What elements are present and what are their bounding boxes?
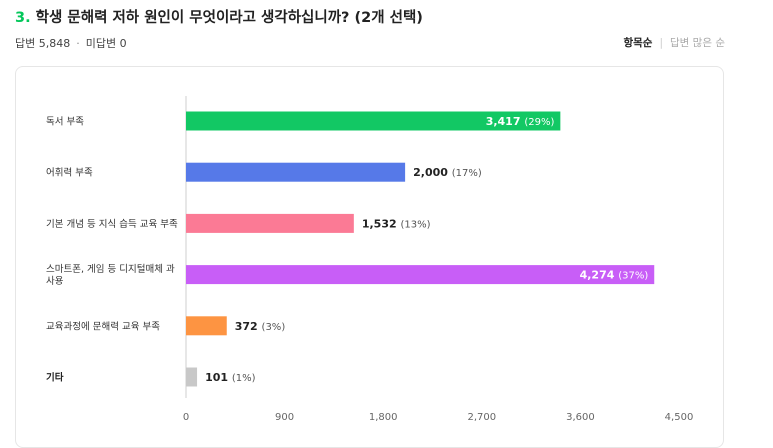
question-number: 3.	[15, 10, 31, 26]
bar-6	[186, 367, 198, 387]
question-title: 3. 학생 문해력 저하 원인이 무엇이라고 생각하십니까? (2개 선택)	[15, 6, 423, 27]
answered-count: 답변 5,848	[15, 37, 71, 50]
value-label-2: 2,000 (17%)	[413, 166, 482, 179]
bar-2	[186, 162, 406, 182]
value-label-4: 4,274 (37%)	[580, 269, 649, 282]
value-label-3: 1,532 (13%)	[362, 217, 431, 230]
sort-separator: |	[659, 37, 664, 49]
value-label-6: 101 (1%)	[205, 371, 256, 384]
x-tick-label-5: 3,600	[566, 412, 595, 423]
response-summary: 답변 5,848 · 미답변 0	[15, 35, 127, 51]
separator-dot: ·	[76, 37, 80, 50]
x-tick-label-2: 900	[275, 412, 294, 423]
category-label-4: 스마트폰, 게임 등 디지털매체 과 사용	[46, 263, 175, 287]
unanswered-count: 미답변 0	[85, 37, 127, 50]
category-label-5: 교육과정에 문해력 교육 부족	[46, 320, 160, 332]
x-tick-label-6: 4,500	[665, 412, 694, 423]
question-text: 학생 문해력 저하 원인이 무엇이라고 생각하십니까? (2개 선택)	[35, 10, 423, 26]
sort-by-item-button[interactable]: 항목순	[623, 37, 653, 49]
bar-4	[186, 265, 655, 285]
category-label-2: 어휘력 부족	[46, 167, 93, 179]
category-label-6: 기타	[46, 372, 64, 384]
bar-chart: 독서 부족 3,417 (29%) 어휘력 부족 2,000 (17%) 기본 개념 등…	[46, 96, 694, 423]
x-tick-label-4: 2,700	[467, 412, 496, 423]
category-label-1: 독서 부족	[46, 117, 84, 128]
bar-1	[186, 111, 561, 131]
x-tick-label-3: 1,800	[369, 412, 398, 423]
value-label-1: 3,417 (29%)	[486, 115, 555, 128]
bar-5	[186, 316, 227, 336]
sort-options: 항목순 | 답변 많은 순	[623, 35, 725, 50]
category-label-3: 기본 개념 등 지식 습득 교육 부족	[46, 219, 178, 230]
sort-by-count-button[interactable]: 답변 많은 순	[670, 37, 725, 49]
x-tick-label-1: 0	[183, 412, 189, 423]
bar-3	[186, 213, 354, 233]
value-label-5: 372 (3%)	[235, 320, 286, 333]
